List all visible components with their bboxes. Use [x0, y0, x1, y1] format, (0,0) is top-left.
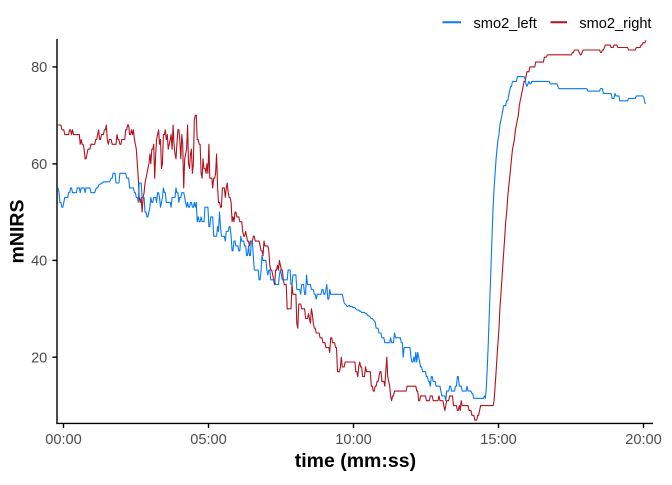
- svg-text:mNIRS: mNIRS: [7, 200, 29, 264]
- svg-text:10:00: 10:00: [335, 432, 372, 448]
- svg-text:smo2_left: smo2_left: [474, 16, 537, 32]
- svg-text:time (mm:ss): time (mm:ss): [295, 450, 416, 472]
- svg-text:20: 20: [31, 350, 47, 366]
- svg-text:05:00: 05:00: [190, 432, 227, 448]
- svg-text:smo2_right: smo2_right: [579, 16, 651, 32]
- svg-text:80: 80: [31, 60, 47, 76]
- svg-text:40: 40: [31, 254, 47, 270]
- svg-text:60: 60: [31, 157, 47, 173]
- svg-text:20:00: 20:00: [625, 432, 662, 448]
- svg-text:15:00: 15:00: [480, 432, 517, 448]
- svg-text:00:00: 00:00: [45, 432, 82, 448]
